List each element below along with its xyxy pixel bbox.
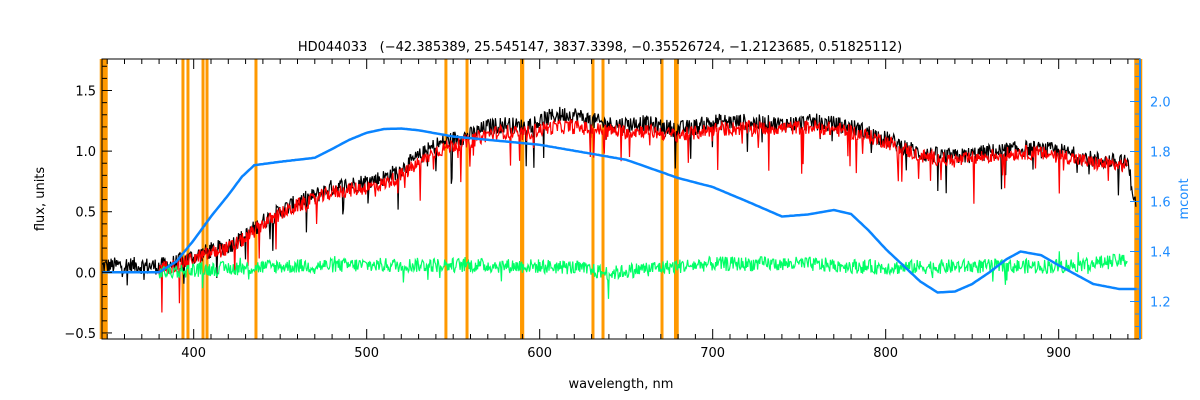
masked-line [465,59,469,339]
y-tick-label: 1.0 [75,145,96,160]
plot-frame [101,58,1141,340]
axes: 400 500 600 700 800 900 −0.5 0.0 0.5 1.0 1.5 1.2 1.4… [64,58,1171,361]
masked-line [444,59,448,339]
masked-line [205,59,209,339]
masked-line [186,59,190,339]
x-tick-label: 900 [1046,346,1071,361]
y2-tick-label: 1.4 [1150,246,1171,261]
y2-axis-label: mcont [1177,178,1192,219]
masked-line [601,59,605,339]
y2-tick-label: 1.2 [1150,296,1171,311]
masked-line [99,59,108,339]
series-residual [158,251,1128,299]
masked-line [591,59,595,339]
masked-line [1134,59,1143,339]
masked-line [254,59,258,339]
x-tick-label: 600 [527,346,552,361]
masked-line [181,59,185,339]
series-mcont [102,127,1137,294]
y2-tick-label: 1.8 [1150,146,1171,161]
x-tick-label: 800 [873,346,898,361]
y-tick-label: −0.5 [64,327,96,342]
masked-lines [99,59,1143,339]
series-group [101,106,1137,313]
masked-line [660,59,664,339]
masked-line [675,59,679,339]
masked-line [673,59,677,339]
masked-line [201,59,205,339]
masked-line [521,59,525,339]
x-tick-label: 500 [354,346,379,361]
chart-title: HD044033 (−42.385389, 25.545147, 3837.33… [298,40,902,55]
y-tick-label: 1.5 [75,85,96,100]
y-axis-label: flux, units [33,167,48,232]
x-tick-label: 400 [181,346,206,361]
y2-tick-label: 1.6 [1150,196,1171,211]
x-axis-label: wavelength, nm [569,377,674,392]
y-tick-label: 0.0 [75,266,96,281]
x-tick-label: 700 [700,346,725,361]
y2-tick-label: 2.0 [1150,96,1171,111]
y-tick-label: 0.5 [75,206,96,221]
series-model [158,118,1128,313]
